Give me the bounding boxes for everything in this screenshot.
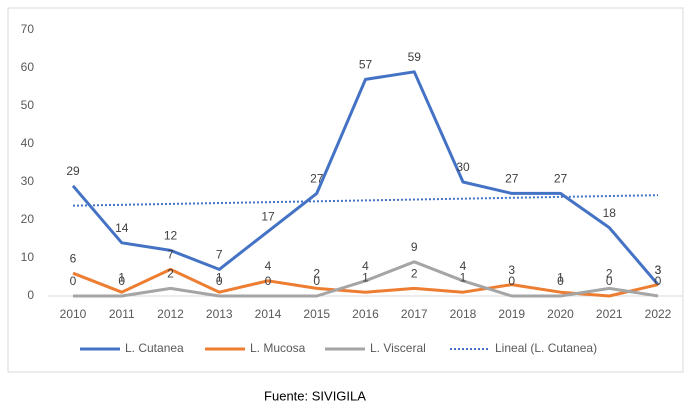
- series-line: [73, 260, 659, 298]
- data-label: 27: [505, 172, 519, 186]
- data-label: 0: [216, 274, 223, 288]
- data-label: 0: [655, 274, 662, 288]
- data-label: 0: [313, 274, 320, 288]
- data-label: 4: [265, 259, 272, 273]
- x-tick-label: 2018: [450, 307, 477, 321]
- data-label: 3: [655, 263, 662, 277]
- data-label: 2: [313, 267, 320, 281]
- data-label: 1: [460, 270, 467, 284]
- data-label: 4: [460, 259, 467, 273]
- data-label: 30: [456, 160, 470, 174]
- legend-label: L. Mucosa: [250, 341, 306, 355]
- chart-frame: [7, 7, 684, 373]
- legend-label: L. Visceral: [370, 341, 426, 355]
- series-line: [72, 267, 659, 298]
- data-label: 0: [508, 274, 515, 288]
- data-label: 1: [216, 270, 223, 284]
- x-tick-label: 2013: [206, 307, 233, 321]
- data-label: 3: [655, 263, 662, 277]
- x-tick-label: 2016: [352, 307, 379, 321]
- x-tick-label: 2017: [401, 307, 428, 321]
- x-tick-label: 2010: [60, 307, 87, 321]
- y-tick-label: 50: [21, 98, 35, 112]
- x-tick-label: 2020: [547, 307, 574, 321]
- x-tick-label: 2015: [303, 307, 330, 321]
- data-label: 0: [265, 274, 272, 288]
- trendline: [72, 194, 659, 207]
- data-label: 27: [310, 172, 324, 186]
- data-label: 6: [70, 251, 77, 265]
- data-label: 1: [557, 270, 564, 284]
- legend-label: Lineal (L. Cutanea): [495, 341, 597, 355]
- data-label: 59: [408, 50, 422, 64]
- y-tick-label: 0: [27, 288, 34, 302]
- y-tick-label: 20: [21, 212, 35, 226]
- data-label: 18: [603, 206, 617, 220]
- data-label: 7: [216, 248, 223, 262]
- data-label: 3: [508, 263, 515, 277]
- series-line: [71, 70, 660, 286]
- x-tick-label: 2014: [255, 307, 282, 321]
- data-label: 0: [118, 274, 125, 288]
- source-note: Fuente: SIVIGILA: [264, 388, 366, 403]
- data-label: 29: [66, 164, 80, 178]
- data-label: 2: [411, 267, 418, 281]
- data-label: 9: [411, 240, 418, 254]
- data-label: 14: [115, 221, 129, 235]
- data-label: 0: [70, 274, 77, 288]
- data-label: 7: [167, 248, 174, 262]
- y-tick-label: 40: [21, 136, 35, 150]
- x-tick-label: 2021: [596, 307, 623, 321]
- data-label: 12: [164, 229, 178, 243]
- x-tick-label: 2011: [109, 307, 135, 321]
- data-label: 17: [261, 210, 275, 224]
- data-label: 0: [557, 274, 564, 288]
- y-tick-label: 70: [21, 22, 35, 36]
- data-label: 2: [606, 267, 613, 281]
- data-label: 1: [362, 270, 369, 284]
- data-label: 0: [606, 274, 613, 288]
- y-tick-label: 10: [21, 250, 35, 264]
- x-tick-label: 2012: [157, 307, 184, 321]
- x-tick-label: 2022: [645, 307, 672, 321]
- data-label: 57: [359, 58, 373, 72]
- y-tick-label: 30: [21, 174, 35, 188]
- data-label: 2: [167, 267, 174, 281]
- data-label: 1: [118, 270, 125, 284]
- y-tick-label: 60: [21, 60, 35, 74]
- data-label: 4: [362, 259, 369, 273]
- x-tick-label: 2019: [498, 307, 525, 321]
- legend-label: L. Cutanea: [125, 341, 184, 355]
- data-label: 27: [554, 172, 568, 186]
